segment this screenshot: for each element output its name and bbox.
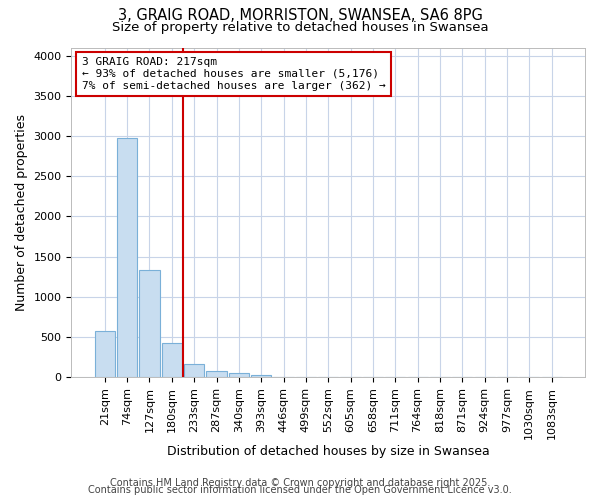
Text: 3 GRAIG ROAD: 217sqm
← 93% of detached houses are smaller (5,176)
7% of semi-det: 3 GRAIG ROAD: 217sqm ← 93% of detached h…: [82, 58, 385, 90]
X-axis label: Distribution of detached houses by size in Swansea: Distribution of detached houses by size …: [167, 444, 490, 458]
Y-axis label: Number of detached properties: Number of detached properties: [15, 114, 28, 311]
Bar: [229, 374, 249, 378]
Text: 3, GRAIG ROAD, MORRISTON, SWANSEA, SA6 8PG: 3, GRAIG ROAD, MORRISTON, SWANSEA, SA6 8…: [118, 8, 482, 22]
Text: Size of property relative to detached houses in Swansea: Size of property relative to detached ho…: [112, 21, 488, 34]
Bar: [274, 376, 293, 378]
Bar: [184, 364, 204, 378]
Bar: [95, 330, 115, 378]
Bar: [162, 343, 182, 378]
Bar: [206, 371, 227, 378]
Bar: [139, 270, 160, 378]
Text: Contains public sector information licensed under the Open Government Licence v3: Contains public sector information licen…: [88, 485, 512, 495]
Text: Contains HM Land Registry data © Crown copyright and database right 2025.: Contains HM Land Registry data © Crown c…: [110, 478, 490, 488]
Bar: [251, 375, 271, 378]
Bar: [117, 138, 137, 378]
